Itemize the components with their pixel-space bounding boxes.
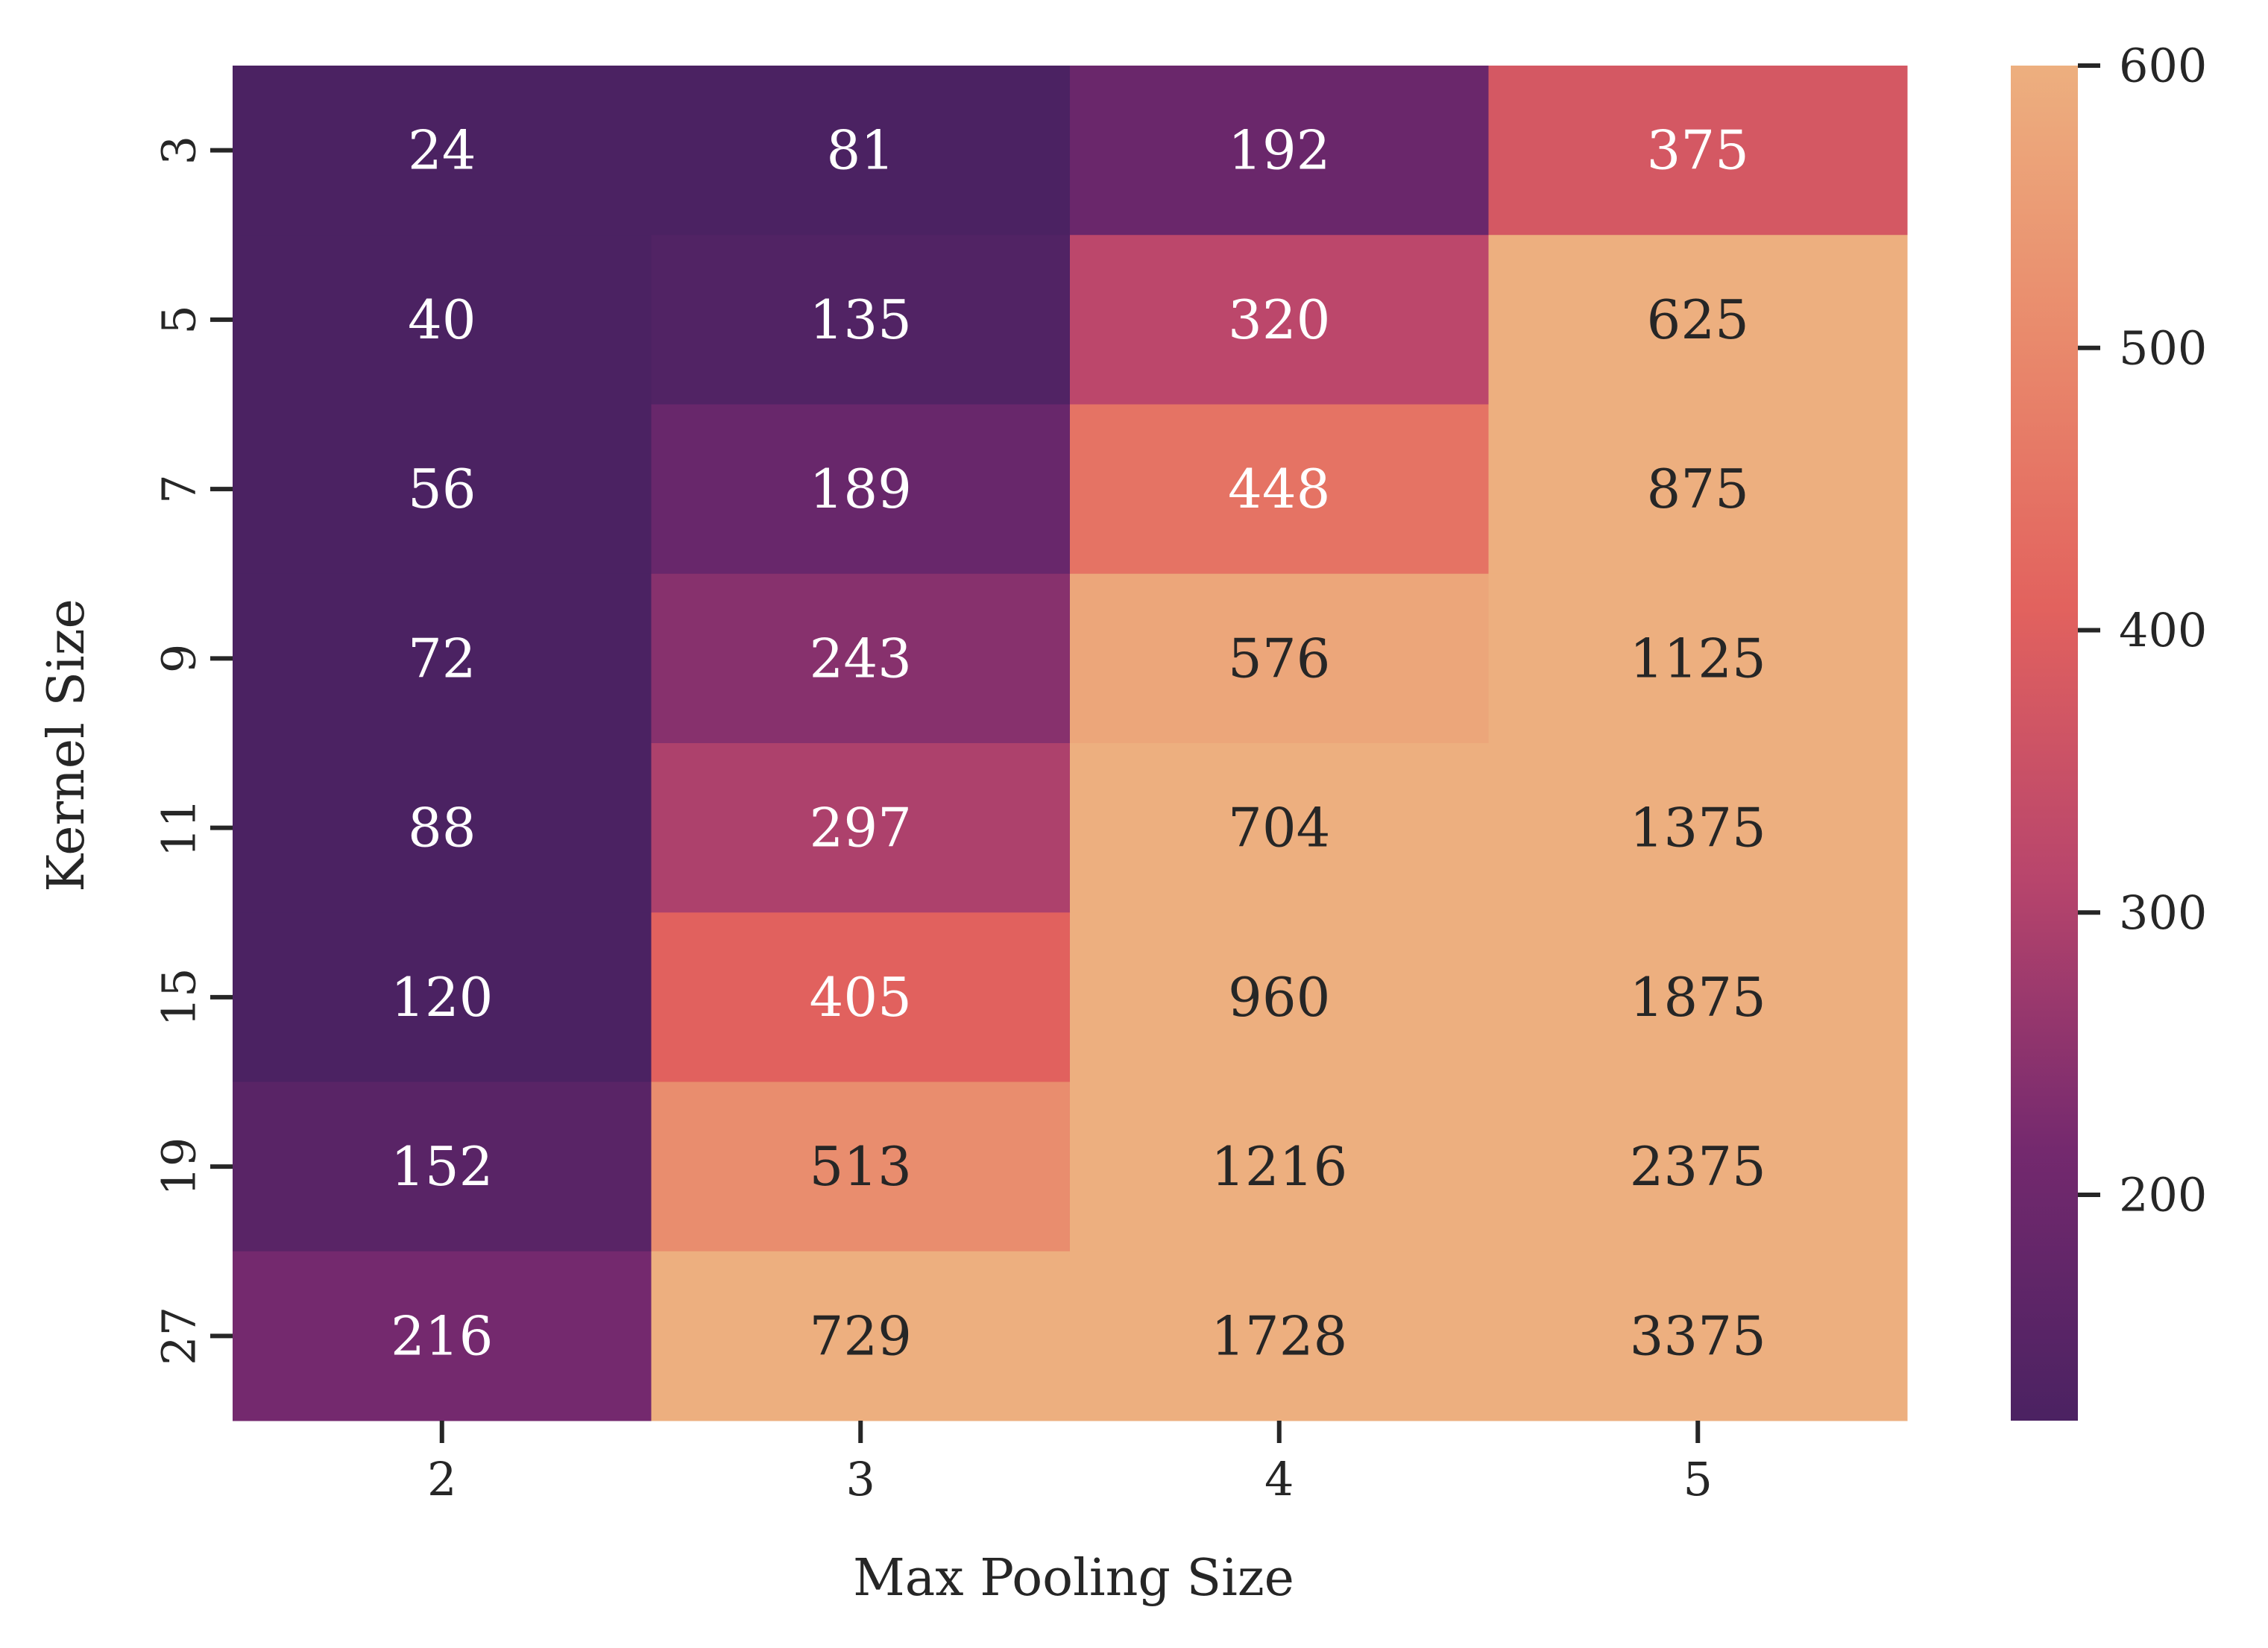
colorbar-tick-label: 200 bbox=[2119, 1168, 2207, 1222]
heatmap-cell bbox=[233, 912, 652, 1082]
heatmap-cells bbox=[233, 66, 1908, 1421]
cell-value-label: 1216 bbox=[1211, 1135, 1347, 1198]
y-tick-label: 19 bbox=[152, 1137, 207, 1196]
heatmap-cell bbox=[1070, 1251, 1489, 1421]
heatmap-cell bbox=[651, 912, 1071, 1082]
heatmap-cell bbox=[1070, 235, 1489, 405]
heatmap-cell bbox=[651, 743, 1071, 913]
heatmap-cell bbox=[233, 573, 652, 744]
heatmap-cell bbox=[651, 1082, 1071, 1252]
cell-value-label: 625 bbox=[1647, 288, 1749, 351]
heatmap-cell bbox=[1070, 743, 1489, 913]
heatmap-cell bbox=[1070, 573, 1489, 744]
cell-value-label: 243 bbox=[810, 627, 912, 689]
cell-value-label: 40 bbox=[408, 288, 476, 351]
x-tick-label: 3 bbox=[846, 1452, 875, 1506]
y-tick-label: 15 bbox=[152, 967, 207, 1026]
cell-value-label: 729 bbox=[810, 1304, 912, 1367]
heatmap-cell bbox=[1488, 235, 1908, 405]
y-axis-label: Kernel Size bbox=[37, 599, 96, 892]
cell-value-label: 875 bbox=[1647, 458, 1749, 520]
cell-value-label: 297 bbox=[810, 797, 912, 859]
heatmap-cell bbox=[1488, 1082, 1908, 1252]
y-tick-label: 9 bbox=[152, 644, 207, 673]
colorbar-ticks: 200 300 400 500 600 bbox=[2078, 39, 2207, 1222]
cell-value-label: 3375 bbox=[1630, 1304, 1766, 1367]
heatmap-cell bbox=[1070, 404, 1489, 575]
cell-value-label: 448 bbox=[1228, 458, 1330, 520]
x-axis-label: Max Pooling Size bbox=[853, 1549, 1294, 1608]
x-tick-label: 2 bbox=[427, 1452, 456, 1506]
colorbar-tick-label: 400 bbox=[2119, 603, 2207, 657]
heatmap-cell bbox=[233, 1251, 652, 1421]
cell-value-label: 189 bbox=[810, 458, 912, 520]
heatmap-cell bbox=[233, 404, 652, 575]
heatmap-cell bbox=[233, 235, 652, 405]
cell-value-label: 2375 bbox=[1630, 1135, 1766, 1198]
cell-value-label: 72 bbox=[408, 627, 476, 689]
heatmap-cell bbox=[651, 235, 1071, 405]
cell-value-label: 405 bbox=[810, 966, 912, 1029]
heatmap-cell bbox=[1488, 912, 1908, 1082]
heatmap-cell bbox=[233, 743, 652, 913]
heatmap-cell bbox=[1070, 1082, 1489, 1252]
cell-value-label: 192 bbox=[1228, 119, 1330, 182]
heatmap-cell bbox=[1488, 743, 1908, 913]
y-tick-label: 5 bbox=[152, 305, 207, 334]
heatmap-cell bbox=[1488, 66, 1908, 236]
x-axis: 2 3 4 5 bbox=[427, 1421, 1713, 1506]
heatmap-cell bbox=[1070, 912, 1489, 1082]
colorbar-tick-label: 600 bbox=[2119, 39, 2207, 93]
heatmap-cell bbox=[233, 66, 652, 236]
cell-value-label: 576 bbox=[1228, 627, 1330, 689]
cell-value-label: 152 bbox=[391, 1135, 493, 1198]
heatmap-cell bbox=[1488, 573, 1908, 744]
heatmap-cell bbox=[1488, 1251, 1908, 1421]
heatmap-cell bbox=[651, 573, 1071, 744]
cell-value-label: 1125 bbox=[1630, 627, 1766, 689]
heatmap-cell bbox=[651, 1251, 1071, 1421]
colorbar-gradient bbox=[2011, 66, 2078, 1421]
cell-value-label: 1728 bbox=[1211, 1304, 1347, 1367]
y-tick-label: 27 bbox=[152, 1307, 207, 1366]
cell-value-label: 1375 bbox=[1630, 797, 1766, 859]
colorbar-tick-label: 300 bbox=[2119, 885, 2207, 940]
colorbar: 200 300 400 500 600 bbox=[2011, 39, 2207, 1421]
heatmap-cell bbox=[233, 1082, 652, 1252]
cell-value-label: 24 bbox=[408, 119, 476, 182]
y-tick-label: 11 bbox=[152, 798, 207, 857]
cell-value-label: 1875 bbox=[1630, 966, 1766, 1029]
cell-value-label: 81 bbox=[826, 119, 895, 182]
heatmap-cell bbox=[1488, 404, 1908, 575]
cell-value-label: 56 bbox=[408, 458, 476, 520]
cell-value-label: 320 bbox=[1228, 288, 1330, 351]
cell-value-label: 704 bbox=[1228, 797, 1330, 859]
y-tick-label: 7 bbox=[152, 474, 207, 503]
y-tick-label: 3 bbox=[152, 136, 207, 165]
heatmap-cell bbox=[651, 404, 1071, 575]
cell-value-label: 120 bbox=[391, 966, 493, 1029]
cell-value-label: 375 bbox=[1647, 119, 1749, 182]
cell-value-label: 513 bbox=[810, 1135, 912, 1198]
cell-value-label: 960 bbox=[1228, 966, 1330, 1029]
heatmap-cell bbox=[1070, 66, 1489, 236]
cell-value-label: 216 bbox=[391, 1304, 493, 1367]
heatmap-cell-labels: 24 81 192 375 40 135 320 625 56 189 448 875 72 243 576… bbox=[391, 119, 1766, 1368]
heatmap-cell bbox=[651, 66, 1071, 236]
y-axis: 3 5 7 9 11 15 19 27 bbox=[152, 136, 233, 1366]
colorbar-tick-label: 500 bbox=[2119, 321, 2207, 375]
cell-value-label: 135 bbox=[810, 288, 912, 351]
x-tick-label: 4 bbox=[1264, 1452, 1294, 1506]
cell-value-label: 88 bbox=[408, 797, 476, 859]
x-tick-label: 5 bbox=[1683, 1452, 1713, 1506]
